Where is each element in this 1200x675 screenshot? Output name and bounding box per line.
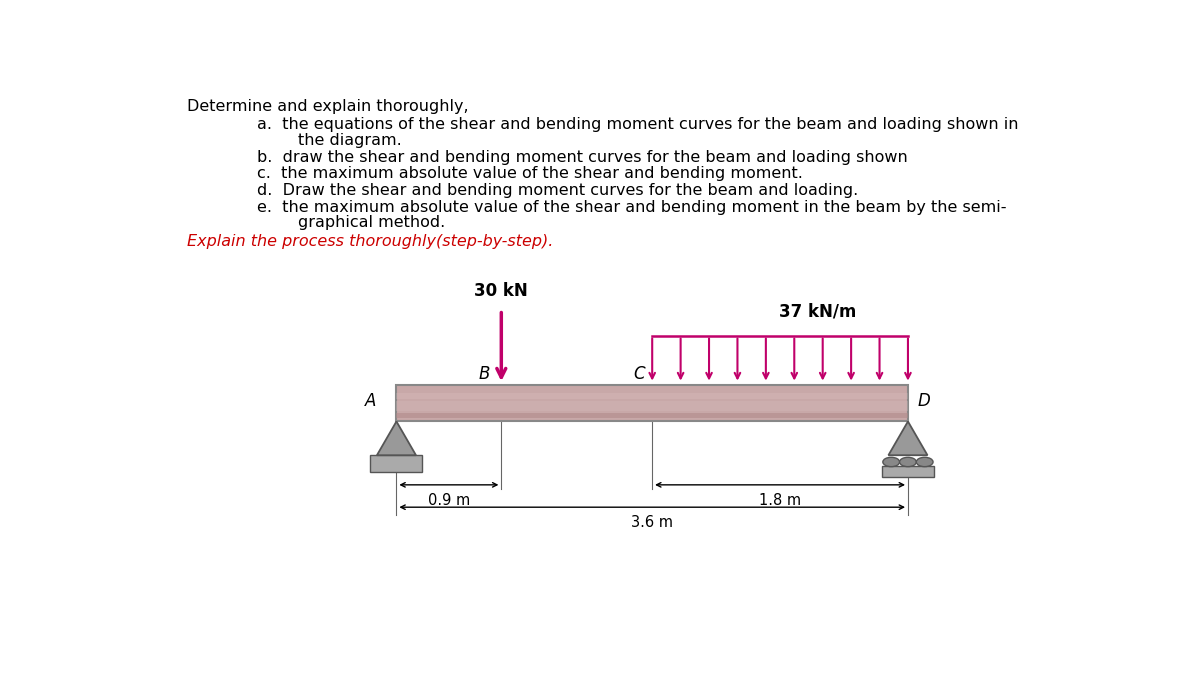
Text: a.  the equations of the shear and bending moment curves for the beam and loadin: a. the equations of the shear and bendin…: [257, 117, 1019, 132]
Text: 0.9 m: 0.9 m: [427, 493, 470, 508]
Text: Explain the process thoroughly(step-by-step).: Explain the process thoroughly(step-by-s…: [187, 234, 553, 249]
Bar: [396, 402, 908, 410]
Bar: [371, 455, 422, 472]
Polygon shape: [888, 421, 928, 455]
Circle shape: [900, 457, 917, 466]
Text: e.  the maximum absolute value of the shear and bending moment in the beam by th: e. the maximum absolute value of the she…: [257, 200, 1007, 215]
Polygon shape: [377, 421, 416, 455]
Text: 1.8 m: 1.8 m: [760, 493, 802, 508]
Text: d.  Draw the shear and bending moment curves for the beam and loading.: d. Draw the shear and bending moment cur…: [257, 183, 858, 198]
Text: 3.6 m: 3.6 m: [631, 515, 673, 530]
Bar: [396, 394, 908, 399]
Text: the diagram.: the diagram.: [257, 133, 402, 148]
Text: A: A: [365, 392, 376, 410]
Text: D: D: [917, 392, 930, 410]
Text: 30 kN: 30 kN: [474, 282, 528, 300]
Bar: [882, 466, 934, 477]
Text: b.  draw the shear and bending moment curves for the beam and loading shown: b. draw the shear and bending moment cur…: [257, 150, 907, 165]
Bar: [396, 385, 908, 421]
Text: B: B: [479, 365, 490, 383]
Text: graphical method.: graphical method.: [257, 215, 445, 230]
Circle shape: [883, 457, 900, 466]
Text: Determine and explain thoroughly,: Determine and explain thoroughly,: [187, 99, 469, 114]
Text: c.  the maximum absolute value of the shear and bending moment.: c. the maximum absolute value of the she…: [257, 166, 803, 182]
Bar: [396, 413, 908, 418]
Text: 37 kN/m: 37 kN/m: [779, 302, 856, 320]
Circle shape: [917, 457, 934, 466]
Text: C: C: [634, 365, 644, 383]
